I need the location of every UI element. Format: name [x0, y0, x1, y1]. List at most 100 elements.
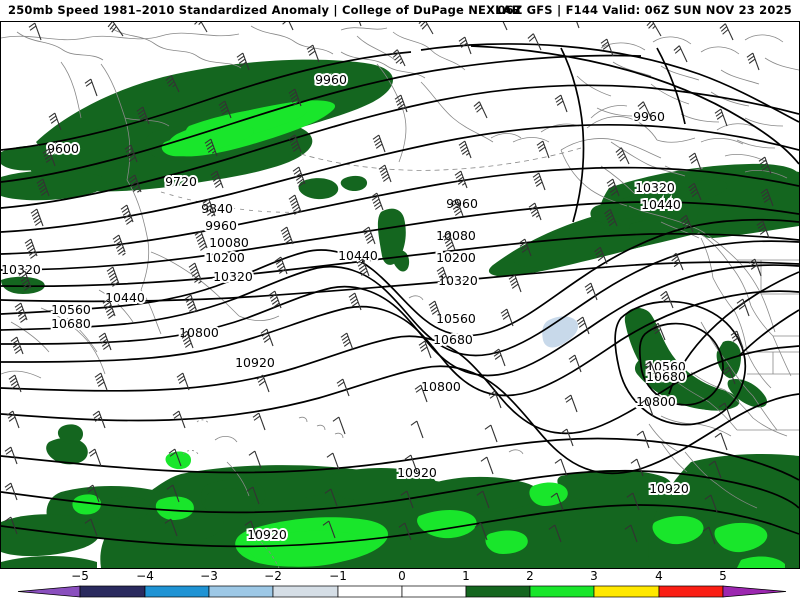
- contour-label-halo: 9960: [315, 72, 347, 87]
- wind-barb: [673, 45, 688, 63]
- wind-barb: [568, 354, 582, 373]
- wind-barb: [124, 144, 138, 163]
- contour-label-halo: 9720: [165, 174, 197, 189]
- colorbar-segment[interactable]: [401, 585, 467, 598]
- contour-label: 10200: [205, 250, 245, 265]
- contour-label-halo: 10800: [636, 394, 676, 409]
- wind-barb: [172, 410, 186, 429]
- wind-barb: [414, 384, 428, 403]
- colorbar-canvas[interactable]: −5 −4 −3 −2 −1 0 1 2 3 4 5: [0, 569, 800, 600]
- wind-barb: [306, 44, 320, 63]
- colorbar-segment[interactable]: [337, 585, 403, 598]
- wind-barb: [680, 214, 694, 233]
- wind-barb: [210, 170, 224, 189]
- height-contours: [1, 43, 799, 548]
- wind-barb: [554, 458, 568, 477]
- contour-label-halo: 10320: [1, 262, 41, 277]
- contour-label: 9960: [205, 218, 237, 233]
- wind-barb: [756, 220, 770, 239]
- wind-barb: [458, 36, 472, 55]
- wind-barb: [688, 182, 702, 201]
- map-panel[interactable]: 9960 9960 9960 9960 9600 9600 9720 9720 10320 103…: [0, 21, 800, 569]
- wind-barb: [760, 188, 774, 207]
- wind-barb: [576, 316, 590, 335]
- colorbar-segment[interactable]: [593, 585, 660, 598]
- colorbar-segment[interactable]: [658, 585, 724, 598]
- wind-barb: [180, 330, 194, 349]
- contour-label: 10680: [646, 369, 686, 384]
- title-bar: 250mb Speed 1981–2010 Standardized Anoma…: [0, 0, 800, 21]
- colorbar-segment[interactable]: [722, 585, 787, 598]
- contour-label-halo: 10920: [235, 355, 275, 370]
- wind-barb: [28, 22, 42, 41]
- wind-barb: [480, 456, 494, 475]
- colorbar-segment[interactable]: [529, 585, 595, 598]
- colorbar-segment[interactable]: [79, 585, 146, 598]
- contour-label: 10320: [213, 269, 253, 284]
- wind-barb: [498, 22, 508, 31]
- wind-barb: [550, 492, 564, 511]
- contour-label-halo: 10560: [51, 302, 91, 317]
- wind-barb: [282, 22, 294, 31]
- contour-label: 10320: [635, 180, 675, 195]
- product-title: 250mb Speed 1981–2010 Standardized Anoma…: [8, 3, 521, 17]
- wind-barb: [184, 294, 198, 313]
- colorbar-segment[interactable]: [17, 585, 81, 598]
- wind-barb: [4, 446, 18, 465]
- wind-barb: [252, 412, 266, 431]
- wind-barb: [288, 88, 302, 107]
- wind-barb: [484, 424, 498, 443]
- wind-barb: [84, 78, 98, 97]
- contour-label-halo: 10200: [436, 250, 476, 265]
- wind-barb: [476, 490, 490, 509]
- wind-barb: [370, 192, 384, 211]
- wind-barb: [644, 360, 658, 379]
- contour-label: 9840: [201, 201, 233, 216]
- contour-label-halo: 10320: [635, 180, 675, 195]
- wind-barb: [640, 398, 654, 417]
- wind-barb: [120, 204, 134, 225]
- wind-barbs: [4, 22, 774, 545]
- wind-barb: [518, 238, 532, 257]
- colorbar[interactable]: −5 −4 −3 −2 −1 0 1 2 3 4 5: [0, 569, 800, 600]
- wind-barb: [718, 402, 732, 421]
- wind-barb: [372, 134, 386, 153]
- wind-barb: [288, 194, 302, 215]
- wind-barb: [164, 518, 178, 537]
- colorbar-segments: [17, 585, 787, 598]
- contour-label-halo: 10440: [338, 248, 378, 263]
- wind-barb: [24, 238, 38, 259]
- wind-barb: [492, 348, 506, 367]
- wind-barb: [714, 108, 728, 127]
- wind-barb: [418, 340, 432, 359]
- colorbar-segment[interactable]: [272, 585, 339, 598]
- wind-barb: [670, 252, 684, 271]
- wind-barb: [418, 22, 434, 35]
- wind-barb: [391, 49, 406, 67]
- contour-label-halo: 10680: [51, 316, 91, 331]
- wind-barb: [708, 460, 722, 479]
- wind-barb: [600, 38, 614, 57]
- contour-label: 10200: [436, 250, 476, 265]
- wind-barb: [84, 518, 98, 537]
- wind-barb: [107, 22, 124, 37]
- wind-barb: [244, 520, 258, 539]
- colorbar-segment[interactable]: [144, 585, 210, 598]
- wind-barb: [192, 22, 208, 33]
- colorbar-segment[interactable]: [208, 585, 274, 598]
- contour-label-halo: 9960: [205, 218, 237, 233]
- contour-label-halo: 10920: [247, 527, 287, 542]
- wind-barb: [340, 332, 354, 351]
- wind-barb: [168, 448, 182, 467]
- contour-label: 10800: [636, 394, 676, 409]
- wind-barb: [336, 378, 350, 397]
- anomaly-shading-level2: [72, 100, 785, 568]
- contour-label: 10440: [641, 197, 681, 212]
- wind-barb: [6, 410, 20, 429]
- wind-barb: [274, 256, 288, 275]
- wind-barb: [378, 164, 392, 183]
- colorbar-segment[interactable]: [465, 585, 531, 598]
